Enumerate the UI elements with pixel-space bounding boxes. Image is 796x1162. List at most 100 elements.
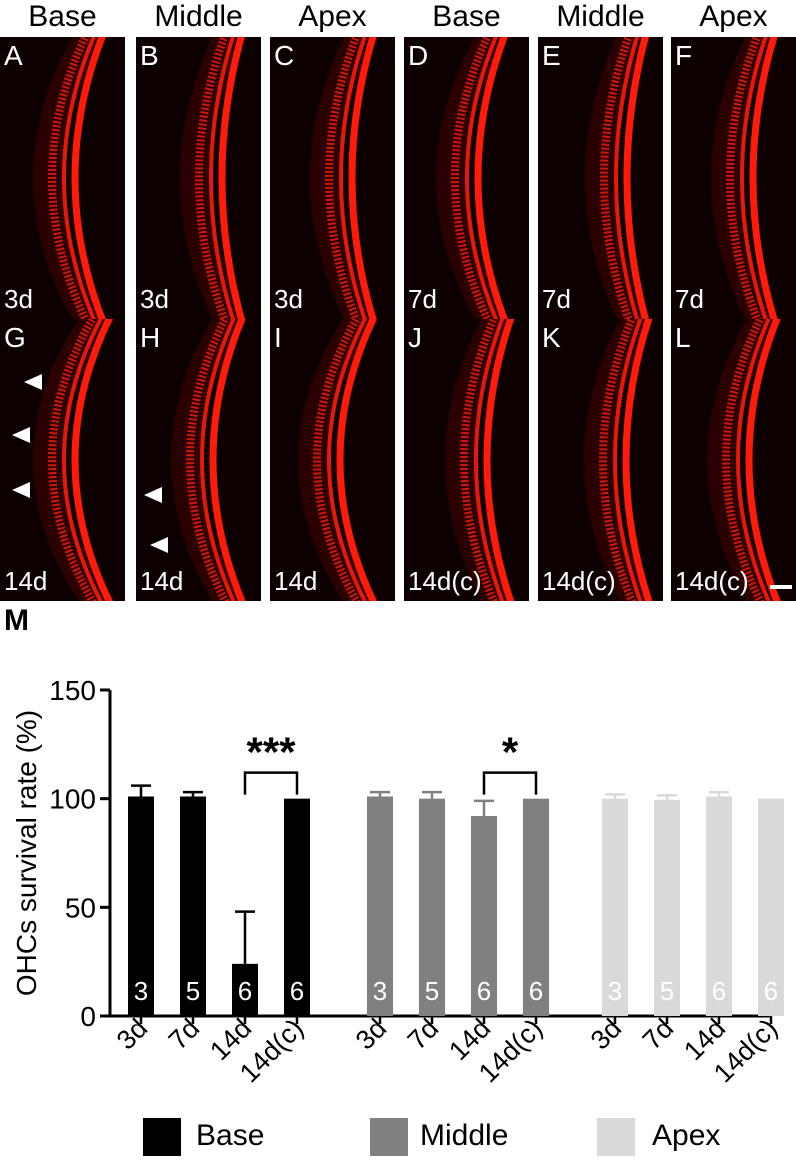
panel-letter: K xyxy=(542,322,561,353)
micrograph-panel-k: K 14d(c) xyxy=(538,319,663,601)
significance-label: * xyxy=(502,729,519,776)
bar-apex-3d xyxy=(602,798,628,1016)
legend-swatch-base xyxy=(143,1118,181,1156)
panel-time-label: 7d xyxy=(542,284,571,314)
column-header-apex-2: Apex xyxy=(699,0,768,33)
panel-letter: L xyxy=(675,322,691,353)
tissue-arc xyxy=(310,37,378,319)
tissue-arc xyxy=(171,319,248,601)
panel-letter: H xyxy=(140,322,161,353)
panel-letter: G xyxy=(4,322,26,353)
tissue-arc xyxy=(180,37,246,319)
panel-letter: E xyxy=(542,40,561,71)
panel-time-label: 3d xyxy=(4,284,33,314)
significance-bracket xyxy=(482,771,538,795)
column-header-base-2: Base xyxy=(432,0,501,33)
panel-letter: B xyxy=(140,40,159,71)
arrowhead-icon xyxy=(12,482,30,498)
micrograph-panel-e: E 7d xyxy=(538,37,663,319)
y-tick-label: 150 xyxy=(49,675,96,706)
sample-size-label: 6 xyxy=(712,976,726,1006)
panel-letter: F xyxy=(675,40,693,71)
tissue-arc xyxy=(33,37,108,319)
x-tick-label: 7d xyxy=(402,1013,444,1055)
bar-base-14d xyxy=(232,963,258,1016)
bar-base-3d xyxy=(128,796,154,1016)
legend-label-base: Base xyxy=(196,1119,265,1152)
bar-middle-14d(c) xyxy=(523,798,549,1016)
arrowhead-icon xyxy=(12,427,30,443)
panel-time-label: 14d(c) xyxy=(542,566,616,596)
panel-time-label: 7d xyxy=(408,284,437,314)
sample-size-label: 3 xyxy=(608,976,622,1006)
bar-base-14d(c) xyxy=(284,798,310,1016)
panel-time-label: 14d xyxy=(140,566,184,596)
panel-time-label: 14d xyxy=(274,566,318,596)
panel-time-label: 3d xyxy=(140,284,169,314)
sample-size-label: 3 xyxy=(373,976,387,1006)
sample-size-label: 6 xyxy=(764,976,778,1006)
micrograph-panel-l: L 14d(c) xyxy=(671,319,796,601)
column-header-apex-1: Apex xyxy=(298,0,367,33)
tissue-arc xyxy=(585,37,650,319)
arrowhead-icon xyxy=(144,487,162,503)
panel-letter: D xyxy=(408,40,429,71)
tissue-arc xyxy=(707,319,783,601)
sample-size-label: 6 xyxy=(238,976,252,1006)
panel-letter: J xyxy=(408,322,422,353)
panel-time-label: 14d(c) xyxy=(675,566,749,596)
tissue-arc xyxy=(33,319,116,601)
y-axis-label: OHCs survival rate (%) xyxy=(11,710,42,996)
bar-middle-3d xyxy=(367,796,393,1016)
legend-swatch-apex xyxy=(597,1118,635,1156)
sample-size-label: 6 xyxy=(529,976,543,1006)
legend-swatch-middle xyxy=(370,1118,408,1156)
tissue-arc xyxy=(584,319,654,601)
column-header-middle-1: Middle xyxy=(154,0,243,33)
sample-size-label: 5 xyxy=(660,976,674,1006)
micrograph-panel-d: D 7d xyxy=(404,37,529,319)
sample-size-label: 6 xyxy=(477,976,491,1006)
panel-letter-m: M xyxy=(4,604,29,637)
panel-time-label: 14d xyxy=(4,566,48,596)
micrograph-panel-b: B 3d xyxy=(136,37,261,319)
micrograph-panel-c: C 3d xyxy=(270,37,395,319)
tissue-arc xyxy=(436,37,510,319)
bar-apex-14d(c) xyxy=(758,798,784,1016)
panel-time-label: 7d xyxy=(675,284,704,314)
panel-letter: C xyxy=(274,40,295,71)
scale-bar xyxy=(770,585,792,589)
micrograph-panel-a: A 3d xyxy=(0,37,125,319)
legend-label-middle: Middle xyxy=(420,1119,509,1152)
arrowhead-icon xyxy=(150,537,168,553)
significance-label: *** xyxy=(246,729,296,776)
y-tick-label: 50 xyxy=(65,892,96,923)
micrograph-panel-i: I 14d xyxy=(270,319,395,601)
x-tick-label: 3d xyxy=(585,1013,627,1055)
column-header-base-1: Base xyxy=(28,0,97,33)
x-tick-label: 7d xyxy=(637,1013,679,1055)
sample-size-label: 5 xyxy=(425,976,439,1006)
significance-bracket xyxy=(243,771,299,795)
sample-size-label: 6 xyxy=(290,976,304,1006)
panel-letter: A xyxy=(4,40,23,71)
tissue-arc xyxy=(445,319,516,601)
x-tick-label: 3d xyxy=(350,1013,392,1055)
bar-middle-14d xyxy=(471,816,497,1016)
y-tick-label: 100 xyxy=(49,784,96,815)
tissue-arc xyxy=(298,319,380,601)
micrograph-panel-h: H 14d xyxy=(136,319,261,601)
bar-middle-7d xyxy=(419,798,445,1016)
legend-label-apex: Apex xyxy=(652,1119,721,1152)
bar-apex-14d xyxy=(706,796,732,1016)
x-tick-label: 3d xyxy=(111,1013,153,1055)
y-tick-label: 0 xyxy=(80,1001,96,1032)
sample-size-label: 5 xyxy=(186,976,200,1006)
tissue-arc xyxy=(711,37,779,319)
bar-base-7d xyxy=(180,796,206,1016)
sample-size-label: 3 xyxy=(134,976,148,1006)
x-tick-label: 7d xyxy=(163,1013,205,1055)
column-header-middle-2: Middle xyxy=(556,0,645,33)
micrograph-panel-g: G 14d xyxy=(0,319,125,601)
micrograph-panel-j: J 14d(c) xyxy=(404,319,529,601)
